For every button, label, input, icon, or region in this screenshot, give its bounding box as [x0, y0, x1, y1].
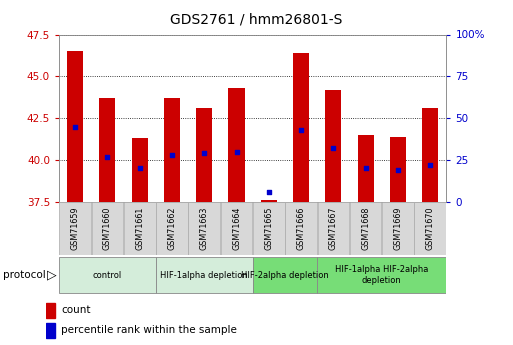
Text: GSM71667: GSM71667 [329, 207, 338, 250]
Text: HIF-1alpha HIF-2alpha
depletion: HIF-1alpha HIF-2alpha depletion [335, 265, 428, 285]
Bar [188, 202, 220, 255]
Point [103, 154, 111, 159]
Point [200, 150, 208, 156]
Bar [382, 202, 413, 255]
Text: HIF-1alpha depletion: HIF-1alpha depletion [161, 270, 248, 280]
Bar [124, 202, 155, 255]
Bar [156, 202, 188, 255]
Bar [196, 108, 212, 202]
Text: GSM71669: GSM71669 [393, 207, 402, 250]
Bar [164, 98, 180, 202]
Bar [46, 303, 55, 318]
Text: GSM71668: GSM71668 [361, 207, 370, 250]
Bar [59, 257, 156, 293]
Point [71, 124, 79, 129]
Point [135, 166, 144, 171]
Text: GSM71659: GSM71659 [71, 207, 80, 250]
Bar [293, 53, 309, 202]
Bar [318, 202, 349, 255]
Bar [46, 323, 55, 338]
Bar [60, 202, 91, 255]
Bar [261, 200, 277, 202]
Text: GSM71670: GSM71670 [426, 207, 435, 250]
Text: count: count [62, 305, 91, 315]
Bar [285, 202, 317, 255]
Text: GSM71665: GSM71665 [264, 207, 273, 250]
Point [265, 189, 273, 195]
Bar [390, 137, 406, 202]
Bar [221, 202, 252, 255]
Point [329, 146, 338, 151]
Point [168, 152, 176, 158]
Text: HIF-2alpha depletion: HIF-2alpha depletion [241, 270, 329, 280]
Bar [156, 257, 252, 293]
Bar [67, 51, 83, 202]
Bar [92, 202, 123, 255]
Text: percentile rank within the sample: percentile rank within the sample [62, 325, 238, 335]
Bar [317, 257, 446, 293]
Bar [422, 108, 438, 202]
Text: GSM71660: GSM71660 [103, 207, 112, 250]
Text: control: control [93, 270, 122, 280]
Text: ▷: ▷ [47, 269, 56, 282]
Bar [100, 98, 115, 202]
Point [426, 162, 435, 168]
Text: GDS2761 / hmm26801-S: GDS2761 / hmm26801-S [170, 12, 343, 26]
Point [394, 167, 402, 173]
Bar [325, 90, 342, 202]
Bar [132, 138, 148, 202]
Bar [252, 257, 317, 293]
Bar [415, 202, 446, 255]
Text: GSM71662: GSM71662 [167, 207, 176, 250]
Point [232, 149, 241, 155]
Bar [350, 202, 382, 255]
Text: protocol: protocol [3, 270, 45, 280]
Bar [253, 202, 285, 255]
Text: GSM71663: GSM71663 [200, 207, 209, 250]
Bar [228, 88, 245, 202]
Bar [358, 135, 373, 202]
Point [362, 166, 370, 171]
Point [297, 127, 305, 132]
Text: GSM71661: GSM71661 [135, 207, 144, 250]
Text: GSM71664: GSM71664 [232, 207, 241, 250]
Text: GSM71666: GSM71666 [297, 207, 306, 250]
